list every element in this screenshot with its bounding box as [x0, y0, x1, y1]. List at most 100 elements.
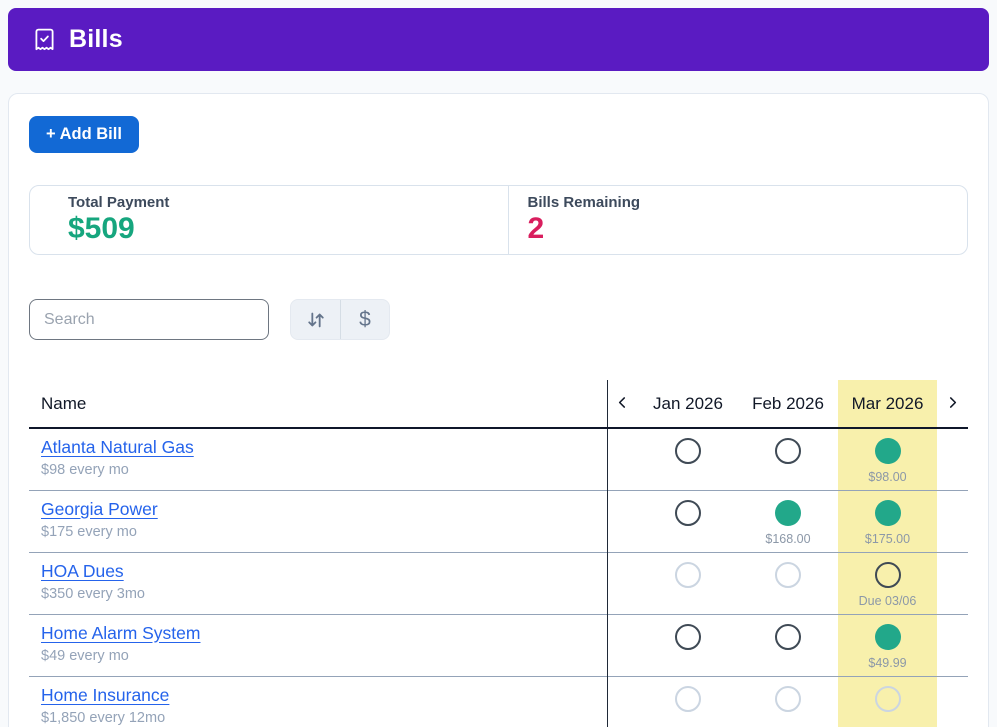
- bill-name-cell: Home Alarm System $49 every mo: [29, 614, 607, 676]
- payment-amount-label: [838, 718, 937, 727]
- month-cell: [838, 676, 937, 727]
- page-title: Bills: [69, 25, 123, 53]
- month-cell: [738, 676, 838, 727]
- next-month-cell: [937, 380, 968, 428]
- search-input[interactable]: [29, 299, 269, 340]
- payment-status-circle[interactable]: [775, 561, 801, 588]
- page-header: Bills: [8, 8, 989, 71]
- bill-name-link[interactable]: Georgia Power: [41, 498, 158, 519]
- spacer-cell: [606, 614, 638, 676]
- bill-name-cell: Home Insurance $1,850 every 12mo: [29, 676, 607, 727]
- table-row: Georgia Power $175 every mo $168.00 $175…: [29, 490, 968, 552]
- bill-schedule: $350 every 3mo: [41, 585, 145, 602]
- prev-month-cell: [606, 380, 638, 428]
- bill-name-cell: Atlanta Natural Gas $98 every mo: [29, 428, 607, 490]
- payment-status-circle[interactable]: [874, 623, 901, 650]
- total-payment-value: $509: [68, 212, 135, 245]
- payment-amount-label: $98.00: [868, 470, 907, 484]
- month-cell: [638, 614, 738, 676]
- month-cell: [638, 552, 738, 614]
- month-cell: [738, 552, 838, 614]
- name-column-header: Name: [41, 393, 87, 413]
- total-payment-label: Total Payment: [68, 194, 170, 211]
- payment-status-circle[interactable]: [675, 561, 701, 588]
- payment-amount-label: [638, 470, 738, 484]
- filter-button-group: $: [290, 299, 390, 340]
- filter-row: $: [29, 299, 968, 340]
- stats-card: Total Payment $509 Bills Remaining 2: [29, 185, 968, 255]
- payment-amount-label: $168.00: [765, 531, 811, 546]
- month-cell: $49.99: [838, 614, 937, 676]
- spacer-cell: [606, 676, 638, 727]
- table-row: HOA Dues $350 every 3mo Due 03/06: [29, 552, 968, 614]
- payment-status-circle[interactable]: [675, 499, 701, 526]
- payment-amount-label: [738, 470, 838, 484]
- prev-month-button[interactable]: [612, 392, 633, 413]
- table-row: Atlanta Natural Gas $98 every mo $98.00: [29, 428, 968, 490]
- month-cell: [738, 428, 838, 490]
- month-cell: [738, 614, 838, 676]
- total-payment-stat: Total Payment $509: [30, 186, 509, 254]
- payment-status-circle[interactable]: [775, 685, 801, 712]
- bills-table: Name Jan 2026 Feb 2026 Mar 2026 Atlanta: [29, 380, 968, 727]
- payment-status-circle[interactable]: [775, 623, 801, 650]
- payment-amount-label: Due 03/06: [858, 593, 917, 608]
- bill-name-link[interactable]: Home Alarm System: [41, 622, 201, 643]
- bills-remaining-label: Bills Remaining: [527, 194, 641, 211]
- bill-name-link[interactable]: HOA Dues: [41, 560, 124, 581]
- spacer-cell: [937, 552, 968, 614]
- spacer-cell: [937, 490, 968, 552]
- spacer-cell: [606, 428, 638, 490]
- month-cell: $175.00: [838, 490, 937, 552]
- sort-button[interactable]: [291, 300, 340, 339]
- payment-status-circle[interactable]: [874, 499, 901, 526]
- month-header-mar: Mar 2026: [838, 380, 937, 428]
- month-cell: $168.00: [738, 490, 838, 552]
- bills-table-body: Atlanta Natural Gas $98 every mo $98.00 …: [29, 428, 968, 727]
- add-bill-button[interactable]: + Add Bill: [29, 116, 139, 153]
- month-cell: [638, 490, 738, 552]
- payment-amount-label: $49.99: [868, 655, 907, 670]
- payment-amount-label: [638, 532, 738, 546]
- payment-amount-label: [638, 656, 738, 670]
- month-cell: [638, 676, 738, 727]
- month-header-jan: Jan 2026: [653, 393, 723, 413]
- bill-name-cell: Georgia Power $175 every mo: [29, 490, 607, 552]
- bill-schedule: $49 every mo: [41, 647, 129, 664]
- payment-status-circle[interactable]: [775, 499, 801, 526]
- receipt-check-icon: [31, 26, 58, 53]
- payment-amount-label: [738, 656, 838, 670]
- bill-name-cell: HOA Dues $350 every 3mo: [29, 552, 607, 614]
- payment-amount-label: [738, 594, 838, 608]
- spacer-cell: [937, 676, 968, 727]
- amount-filter-button[interactable]: $: [340, 300, 389, 339]
- spacer-cell: [606, 552, 638, 614]
- payment-amount-label: [638, 594, 738, 608]
- bill-schedule: $1,850 every 12mo: [41, 709, 166, 726]
- payment-amount-label: [738, 718, 838, 727]
- sort-arrows-icon: [305, 309, 327, 331]
- month-header-feb: Feb 2026: [752, 393, 824, 413]
- payment-status-circle[interactable]: [874, 561, 901, 588]
- spacer-cell: [937, 614, 968, 676]
- spacer-cell: [606, 490, 638, 552]
- payment-status-circle[interactable]: [874, 438, 901, 464]
- bill-name-link[interactable]: Home Insurance: [41, 684, 170, 705]
- month-cell: Due 03/06: [838, 552, 937, 614]
- payment-status-circle[interactable]: [675, 623, 701, 650]
- dollar-icon: $: [359, 307, 371, 331]
- bill-name-link[interactable]: Atlanta Natural Gas: [41, 437, 194, 457]
- payment-status-circle[interactable]: [675, 438, 701, 464]
- payment-amount-label: [638, 718, 738, 727]
- spacer-cell: [937, 428, 968, 490]
- bills-remaining-value: 2: [527, 212, 545, 245]
- table-row: Home Insurance $1,850 every 12mo: [29, 676, 968, 727]
- month-cell: $98.00: [838, 428, 937, 490]
- payment-status-circle[interactable]: [675, 685, 701, 712]
- payment-status-circle[interactable]: [874, 685, 901, 712]
- bills-remaining-stat: Bills Remaining 2: [509, 186, 968, 254]
- bill-schedule: $175 every mo: [41, 523, 137, 540]
- next-month-button[interactable]: [942, 392, 963, 413]
- bills-panel: + Add Bill Total Payment $509 Bills Rema…: [8, 93, 989, 727]
- payment-status-circle[interactable]: [775, 438, 801, 464]
